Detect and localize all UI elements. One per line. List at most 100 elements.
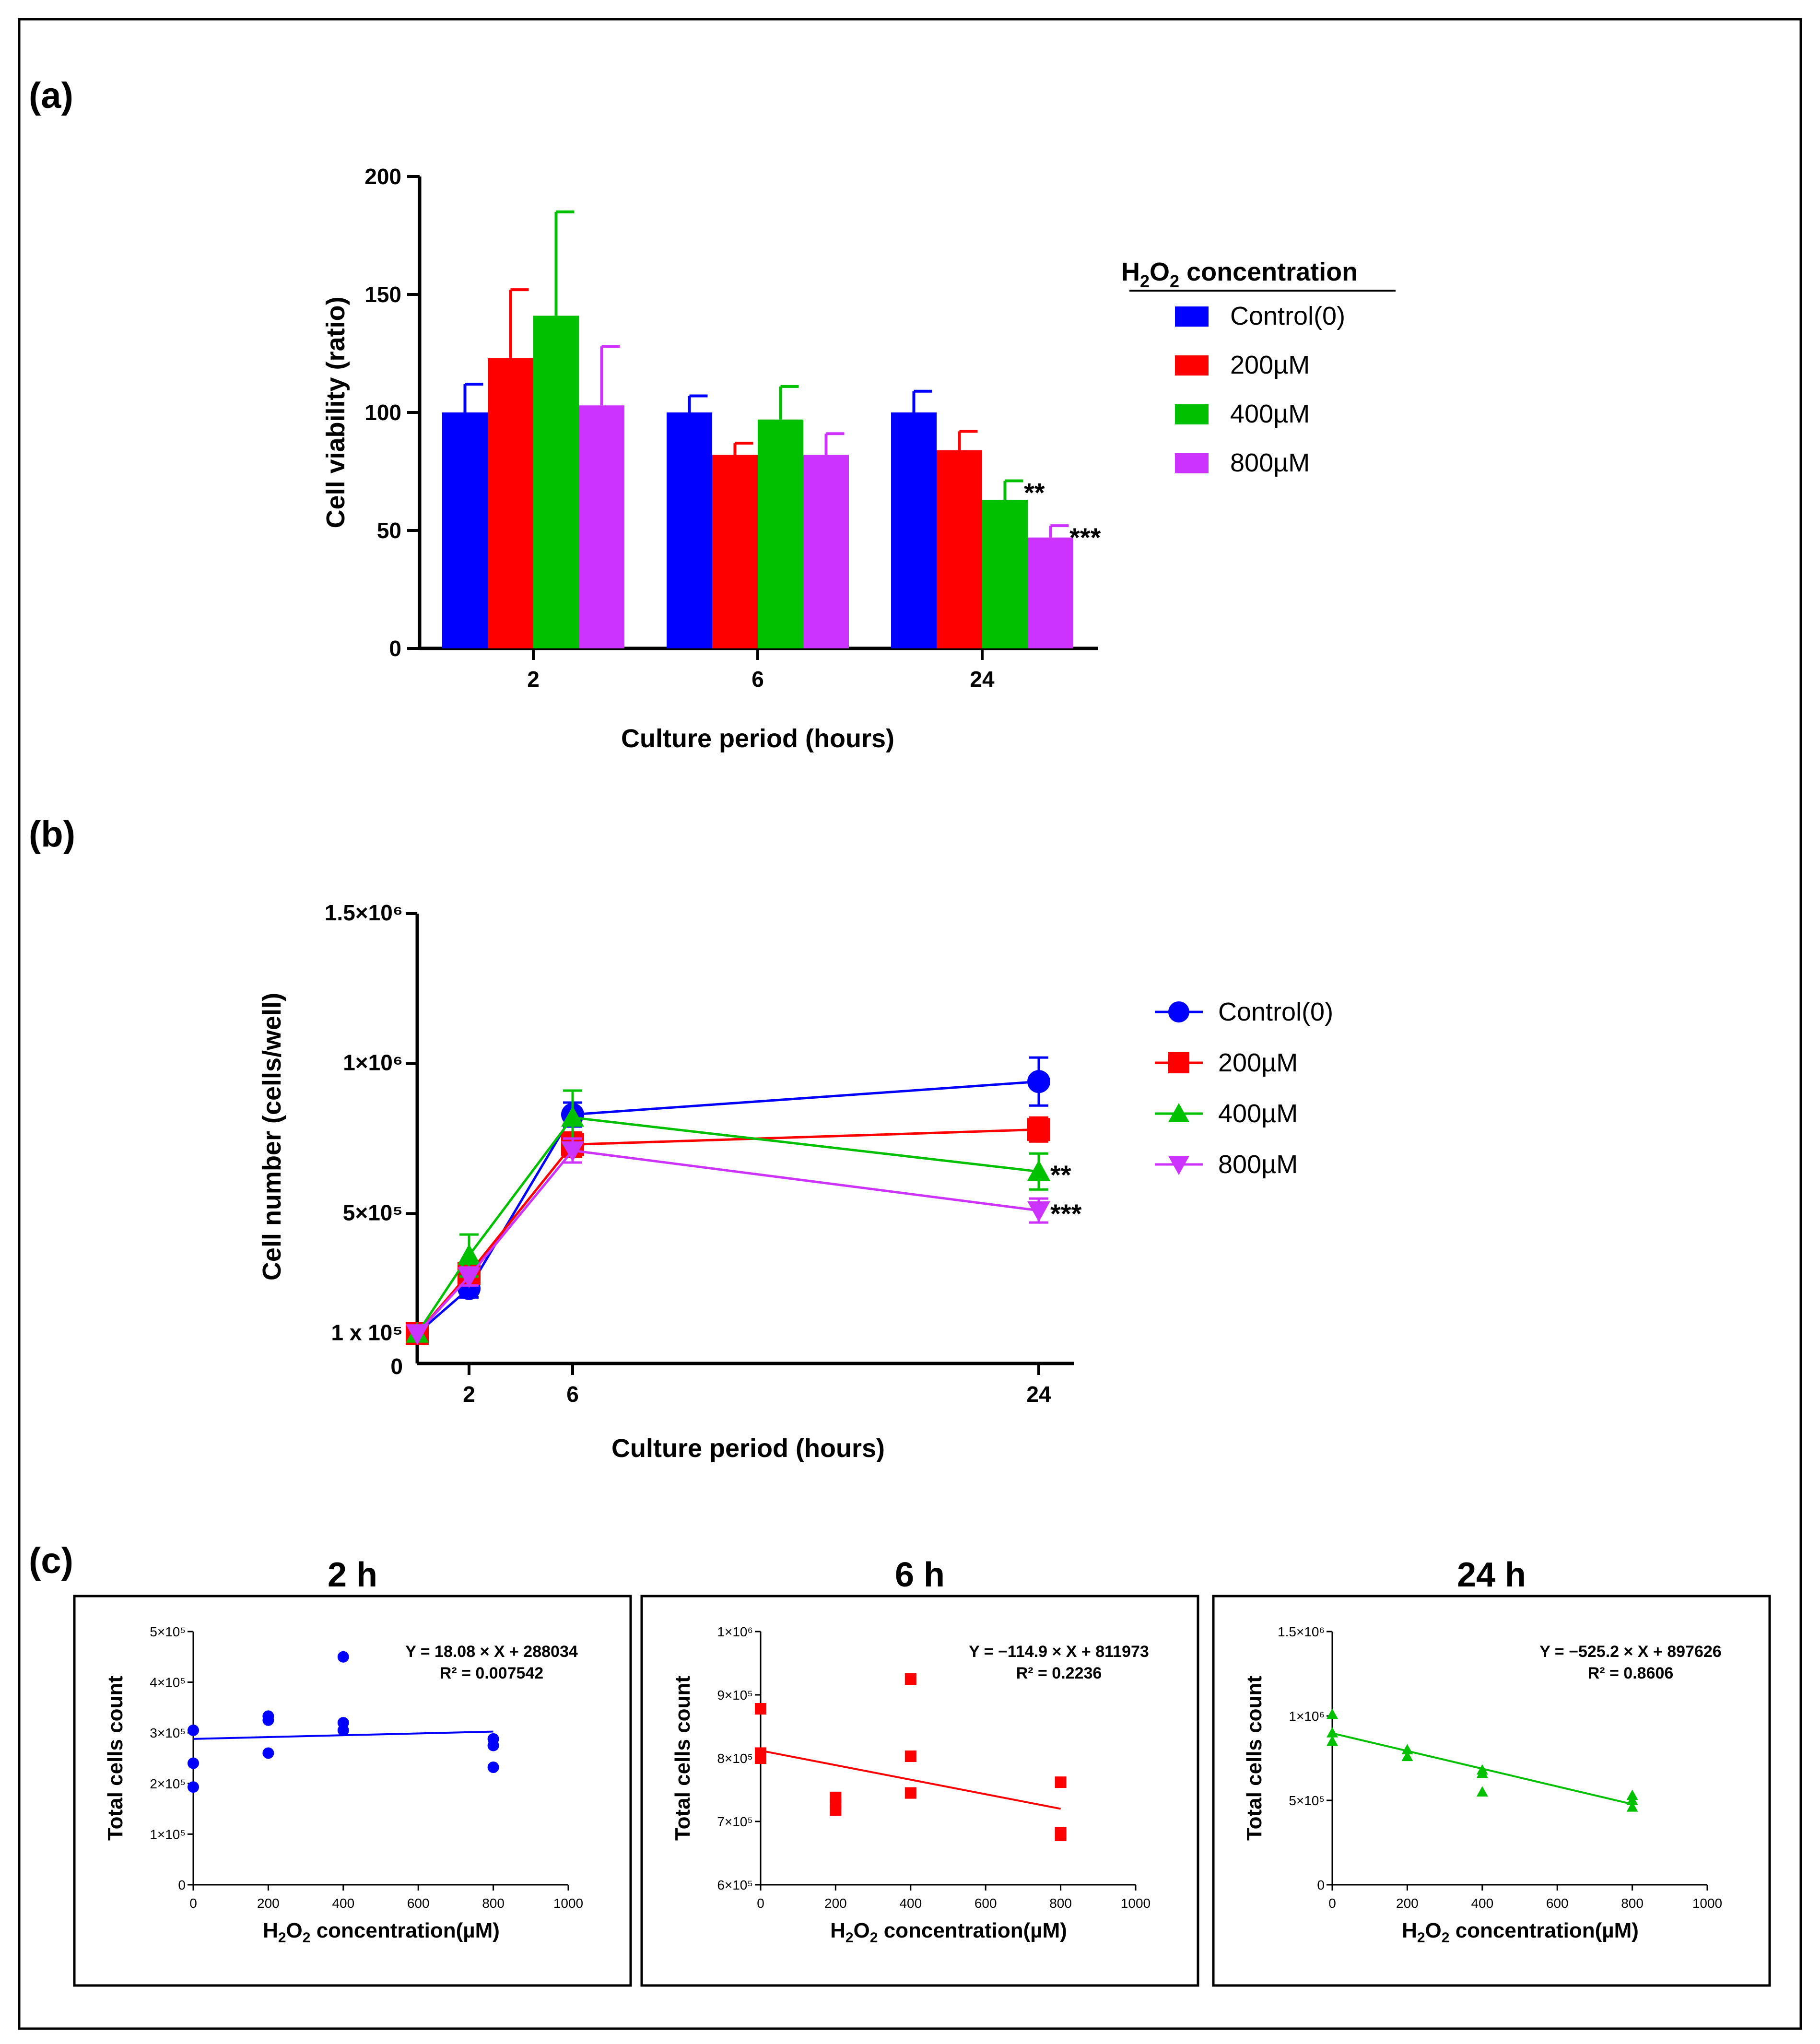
- legend-label: 800µM: [1218, 1150, 1298, 1179]
- legend-marker: [1168, 1156, 1189, 1175]
- bar: [982, 500, 1028, 648]
- data-point: [755, 1703, 766, 1715]
- x-tick-label-c: 800: [482, 1896, 505, 1911]
- y-tick-label-c: 2×10⁵: [150, 1776, 186, 1791]
- panel-label-b: (b): [29, 814, 75, 855]
- data-point: [1027, 1160, 1050, 1181]
- ylabel-b: Cell number (cells/well): [258, 993, 286, 1280]
- y-tick-label-c: 7×10⁵: [717, 1814, 753, 1829]
- significance-stars: ***: [1069, 522, 1101, 552]
- y-tick-label-c: 3×10⁵: [150, 1726, 186, 1740]
- data-point: [1327, 1727, 1338, 1738]
- data-point: [1626, 1801, 1638, 1812]
- scatter-panel-border: [73, 1595, 632, 1987]
- x-tick-label-c: 0: [189, 1896, 197, 1911]
- r-squared: R² = 0.007542: [440, 1664, 543, 1682]
- y-tick-label-a: 0: [389, 636, 401, 661]
- y-tick-label-c: 0: [1317, 1878, 1325, 1892]
- series-line: [416, 1116, 1039, 1334]
- data-point: [904, 1673, 916, 1685]
- y-tick-label-c: 6×10⁵: [717, 1878, 753, 1892]
- scatter-panel-border: [1212, 1595, 1771, 1987]
- legend-label: 400µM: [1218, 1099, 1298, 1128]
- legend-marker: [1168, 1052, 1189, 1073]
- x-tick-label-c: 200: [1396, 1896, 1419, 1911]
- data-point: [262, 1714, 274, 1726]
- scatter-panel: 24 h 0 5×10⁵ 1×10⁶ 1.5×10⁶ 0 200 400 600 800 1000 Y…: [1212, 1556, 1771, 1987]
- xlabel-b: Culture period (hours): [611, 1434, 885, 1463]
- legend-label: 200µM: [1218, 1048, 1298, 1077]
- x-tick-label-c: 1000: [553, 1896, 583, 1911]
- data-point: [1027, 1070, 1050, 1093]
- x-tick-label-c: 400: [1471, 1896, 1493, 1911]
- legend-swatch: [1175, 453, 1209, 473]
- regression-equation: Y = −525.2 × X + 897626: [1539, 1643, 1721, 1661]
- legend-marker: [1168, 1103, 1189, 1122]
- regression-equation: Y = 18.08 × X + 288034: [405, 1643, 578, 1661]
- legend-marker: [1168, 1001, 1189, 1022]
- y-tick-label-c: 4×10⁵: [150, 1675, 186, 1690]
- bar: [891, 412, 937, 648]
- x-tick-label-c: 800: [1621, 1896, 1644, 1911]
- bar: [579, 405, 624, 648]
- y-tick-label-a: 100: [364, 400, 401, 425]
- data-point: [188, 1781, 199, 1793]
- xlabel-a: Culture period (hours): [621, 724, 894, 753]
- x-tick-label-c: 200: [257, 1896, 280, 1911]
- x-tick-label-b: 2: [463, 1382, 475, 1407]
- data-point: [337, 1651, 349, 1663]
- y-tick-label-a: 50: [377, 518, 401, 543]
- data-point: [337, 1724, 349, 1736]
- legend-label: 400µM: [1230, 399, 1310, 428]
- bar: [937, 450, 982, 648]
- data-point: [1027, 1118, 1050, 1141]
- r-squared: R² = 0.2236: [1016, 1664, 1102, 1682]
- x-tick-label-b: 24: [1026, 1382, 1051, 1407]
- data-point: [1626, 1795, 1638, 1805]
- y-axis-title-c: Total cells count: [104, 1676, 127, 1841]
- x-tick-label-c: 600: [407, 1896, 430, 1911]
- y-tick-label-c: 5×10⁵: [1289, 1793, 1325, 1808]
- y-axis-title-c: Total cells count: [1243, 1676, 1266, 1841]
- x-tick-label-c: 800: [1049, 1896, 1072, 1911]
- data-point: [1055, 1830, 1067, 1842]
- x-tick-label-c: 0: [1328, 1896, 1336, 1911]
- significance-stars: **: [1050, 1160, 1071, 1190]
- x-axis-title-c: H2O2 concentration(µM): [263, 1919, 500, 1946]
- y-tick-label-c: 0: [178, 1878, 186, 1892]
- data-point: [904, 1750, 916, 1762]
- bar: [533, 316, 579, 648]
- panel-label-a: (a): [29, 75, 73, 116]
- x-tick-label-b: 6: [566, 1382, 579, 1407]
- data-point: [1327, 1708, 1338, 1719]
- y-tick-label-c: 1×10⁶: [717, 1624, 753, 1639]
- y-axis-title-c: Total cells count: [671, 1676, 694, 1841]
- data-point: [1401, 1750, 1413, 1762]
- legend-swatch: [1175, 404, 1209, 424]
- bar: [442, 412, 488, 648]
- significance-stars: **: [1024, 478, 1045, 508]
- data-point: [1476, 1786, 1488, 1797]
- scatter-title: 24 h: [1457, 1556, 1526, 1594]
- series-line: [416, 1149, 1039, 1335]
- y-tick-label-c: 8×10⁵: [717, 1751, 753, 1766]
- x-tick-label-a: 2: [527, 667, 540, 692]
- x-tick-label-c: 200: [824, 1896, 847, 1911]
- data-point: [262, 1747, 274, 1759]
- data-point: [1327, 1735, 1338, 1746]
- y-tick-label-c: 1×10⁵: [150, 1827, 186, 1842]
- y-tick-label-b: 1×10⁶: [343, 1050, 403, 1075]
- x-tick-label-c: 600: [1546, 1896, 1569, 1911]
- y-tick-label-b: 1.5×10⁶: [325, 900, 403, 925]
- bar: [667, 412, 712, 648]
- bar: [803, 455, 849, 648]
- significance-stars: ***: [1050, 1198, 1082, 1229]
- y-tick-label-a: 200: [364, 164, 401, 189]
- legend-label: 200µM: [1230, 351, 1310, 379]
- scatter-panel: 6 h 6×10⁵ 7×10⁵ 8×10⁵ 9×10⁵ 1×10⁶ 0 200 400 600 80…: [640, 1556, 1199, 1987]
- r-squared: R² = 0.8606: [1588, 1664, 1674, 1682]
- panel-label-c: (c): [29, 1540, 73, 1581]
- x-tick-label-c: 400: [332, 1896, 354, 1911]
- legend-swatch: [1175, 306, 1209, 327]
